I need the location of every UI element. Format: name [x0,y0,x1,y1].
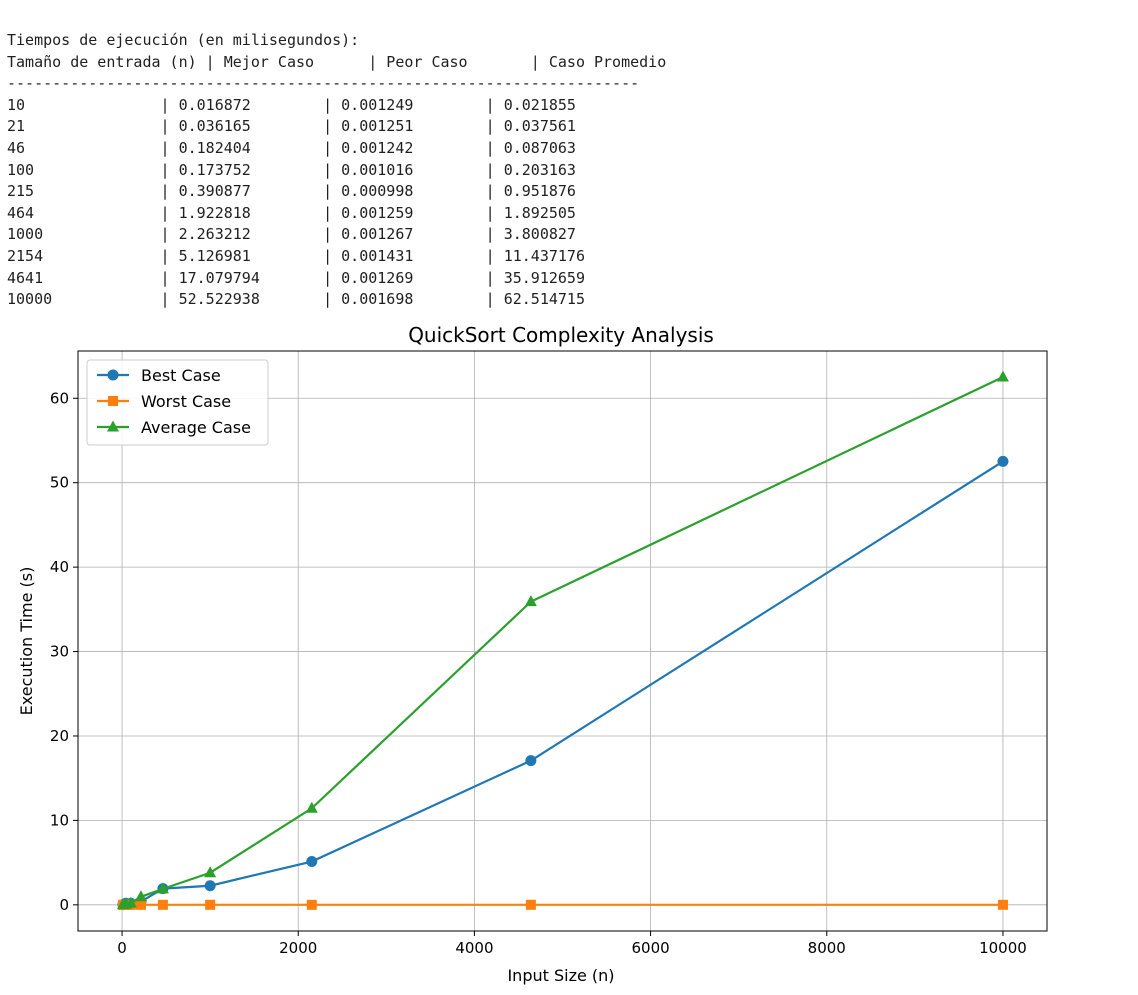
legend-marker-worst-case [108,396,118,406]
console-row: 1000 | 2.263212 | 0.001267 | 3.800827 [7,225,576,244]
average-case-point [305,801,318,813]
average-case-point [204,866,217,878]
average-case-line [122,376,1004,906]
console-row: 2154 | 5.126981 | 0.001431 | 11.437176 [7,246,585,265]
best-case-point [306,856,318,868]
y-axis-label: Execution Time (s) [17,567,36,716]
console-row: 100 | 0.173752 | 0.001016 | 0.203163 [7,160,576,179]
x-tick-label: 10000 [979,939,1027,957]
legend-marker-average-case [107,420,119,432]
average-case-point [124,896,137,908]
console-separator: ----------------------------------------… [7,74,640,93]
legend-label-best-case: Best Case [141,366,221,385]
average-case-point [524,595,537,607]
y-tick-label: 0 [59,896,69,914]
best-case-series [117,455,1009,911]
x-tick-label: 4000 [455,939,493,957]
chart-title: QuickSort Complexity Analysis [408,323,714,347]
plot-frame [77,350,1048,932]
console-row: 4641 | 17.079794 | 0.001269 | 35.912659 [7,268,585,287]
y-tick-label: 20 [50,727,69,745]
worst-case-point [135,899,146,910]
x-tick-label: 0 [117,939,127,957]
console-rows: 10 | 0.016872 | 0.001249 | 0.021855 21 | … [7,95,666,311]
x-tick-label: 2000 [279,939,317,957]
axis-ticks: 0 2000 4000 6000 8000 10000 0 10 20 30 40 50 60 [50,389,1027,957]
best-case-line [122,460,1004,906]
console-table-header: Tamaño de entrada (n) | Mejor Caso | Peo… [7,52,667,71]
console-heading: Tiempos de ejecución (en milisegundos): [7,31,360,49]
quicksort-chart: QuickSort Complexity Analysis 0 2000 4000 6… [17,323,1048,985]
worst-case-point [306,899,317,910]
average-case-point [156,882,169,894]
worst-case-series [117,899,1008,910]
legend-label-average-case: Average Case [141,418,251,437]
worst-case-point [525,899,536,910]
best-case-point [525,755,537,767]
grid-lines [78,351,1047,931]
average-case-point [134,890,147,902]
legend-label-worst-case: Worst Case [141,392,231,411]
console-row: 215 | 0.390877 | 0.000998 | 0.951876 [7,182,576,201]
x-tick-label: 8000 [808,939,846,957]
y-tick-label: 60 [50,389,69,407]
console-row: 21 | 0.036165 | 0.001251 | 0.037561 [7,117,576,136]
y-tick-label: 40 [50,558,69,576]
legend-marker-best-case [107,369,119,381]
x-tick-label: 6000 [631,939,669,957]
best-case-point [997,455,1009,467]
console-row: 46 | 0.182404 | 0.001242 | 0.087063 [7,138,576,157]
worst-case-point [157,899,168,910]
console-row: 10000 | 52.522938 | 0.001698 | 62.514715 [7,290,585,309]
console-row: 10 | 0.016872 | 0.001249 | 0.021855 [7,95,576,114]
y-tick-label: 10 [50,811,69,829]
legend-box [86,359,269,446]
worst-case-point [997,899,1008,910]
average-case-point [996,370,1009,382]
plot-series [116,370,1009,911]
legend: Best Case Worst Case Average Case [86,359,269,446]
best-case-point [204,880,216,892]
console-output: Tiempos de ejecución (en milisegundos): T… [7,30,666,311]
y-tick-label: 30 [50,643,69,661]
console-row: 464 | 1.922818 | 0.001259 | 1.892505 [7,203,576,222]
worst-case-point [205,899,216,910]
average-case-series [116,370,1009,910]
y-tick-label: 50 [50,474,69,492]
x-axis-label: Input Size (n) [507,966,614,985]
